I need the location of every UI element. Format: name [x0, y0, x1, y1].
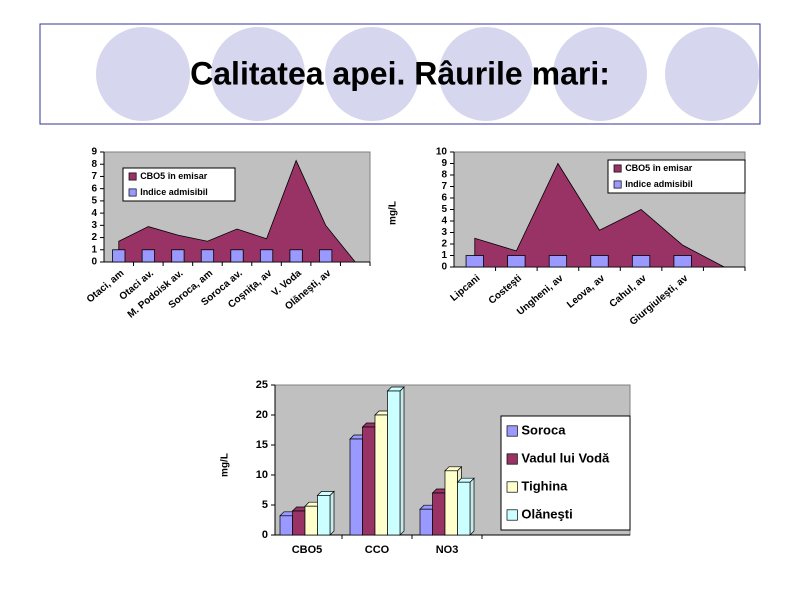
- slide-title: Calitatea apei. Râurile mari:: [190, 55, 610, 91]
- legend-label: Indice admisibil: [140, 187, 208, 197]
- bar: [200, 249, 215, 263]
- bar: [171, 249, 185, 263]
- legend-box: [500, 415, 631, 531]
- legend-label: Soroca: [521, 422, 566, 437]
- y-tick-label: 7: [91, 171, 97, 182]
- bar: [112, 249, 126, 263]
- legend-swatch: [506, 481, 518, 493]
- legend-label: CBO5 în emisar: [625, 163, 693, 173]
- legend-swatch: [506, 453, 518, 465]
- bar: [230, 249, 244, 263]
- bar: [374, 414, 388, 536]
- bar-side: [469, 477, 475, 536]
- bar: [419, 508, 433, 536]
- bar: [304, 505, 318, 536]
- bar: [141, 249, 155, 263]
- bar: [457, 481, 471, 536]
- area: [474, 162, 725, 268]
- bar: [317, 495, 331, 536]
- bar: [548, 255, 568, 268]
- legend-swatch: [613, 180, 622, 189]
- y-tick-label: 5: [262, 499, 268, 511]
- y-axis-label: mg/L: [220, 453, 231, 477]
- legend-label: Tighina: [521, 478, 568, 493]
- legend-label: Vadul lui Vodă: [521, 450, 610, 465]
- bar: [349, 438, 363, 536]
- y-tick-label: 5: [91, 196, 97, 207]
- x-tick-label: CBO5: [292, 544, 323, 556]
- x-tick-label: Lipcani: [449, 273, 483, 304]
- y-tick-label: 0: [262, 529, 268, 541]
- y-tick-label: 10: [256, 469, 268, 481]
- y-tick-label: 8: [91, 159, 97, 170]
- bar: [279, 515, 293, 536]
- y-tick-label: 9: [441, 158, 447, 169]
- y-axis-label: mg/L: [388, 201, 399, 225]
- legend-label: Indice admisibil: [625, 179, 693, 189]
- bar: [631, 255, 651, 268]
- bar-side: [399, 386, 405, 536]
- y-tick-label: 7: [441, 181, 447, 192]
- y-tick-label: 1: [91, 244, 97, 255]
- y-tick-label: 15: [256, 439, 268, 451]
- x-tick-label: CCO: [365, 544, 390, 556]
- y-tick-label: 3: [91, 220, 97, 231]
- y-tick-label: 0: [441, 262, 447, 273]
- bar: [673, 255, 692, 268]
- x-tick-label: Otaci, am: [85, 268, 127, 305]
- x-tick-label: Leova, av: [565, 273, 607, 311]
- bar-side: [329, 490, 335, 536]
- y-tick-label: 6: [91, 183, 97, 194]
- bar: [444, 470, 458, 536]
- bar: [432, 492, 446, 536]
- y-tick-label: 3: [441, 227, 447, 238]
- y-tick-label: 8: [441, 170, 447, 181]
- legend-label: Olăneşti: [521, 506, 572, 521]
- y-tick-label: 2: [91, 232, 97, 243]
- bar: [507, 255, 526, 268]
- bar: [319, 249, 333, 263]
- x-tick-label: Ungheni, av: [515, 273, 566, 318]
- area: [118, 159, 357, 263]
- y-tick-label: 5: [441, 204, 447, 215]
- legend-label: CBO5 în emisar: [140, 171, 208, 181]
- decor-circles: [96, 27, 759, 121]
- legend-swatch: [506, 425, 518, 437]
- bar: [465, 255, 484, 268]
- x-tick-label: Cahul, av: [608, 273, 649, 310]
- y-tick-label: 6: [441, 193, 447, 204]
- y-tick-label: 20: [256, 409, 268, 421]
- bar: [292, 510, 306, 536]
- bar: [259, 249, 274, 263]
- x-tick-label: Costeşti: [487, 273, 524, 307]
- y-tick-label: 10: [436, 147, 448, 158]
- bar: [590, 255, 609, 268]
- bar: [362, 426, 376, 536]
- y-tick-label: 9: [91, 147, 97, 158]
- legend-swatch: [128, 188, 137, 197]
- y-tick-label: 2: [441, 239, 447, 250]
- legend-swatch: [506, 509, 518, 521]
- y-tick-label: 4: [441, 216, 447, 227]
- y-tick-label: 1: [441, 250, 447, 261]
- legend-swatch: [613, 164, 622, 173]
- y-tick-label: 25: [256, 379, 268, 391]
- y-tick-label: 4: [91, 208, 97, 219]
- x-tick-label: NO3: [436, 544, 459, 556]
- legend-box: [607, 159, 746, 194]
- bar: [387, 390, 401, 536]
- legend-box: [122, 167, 236, 202]
- y-tick-label: 0: [91, 257, 97, 268]
- legend-swatch: [128, 172, 137, 181]
- bar: [289, 249, 303, 263]
